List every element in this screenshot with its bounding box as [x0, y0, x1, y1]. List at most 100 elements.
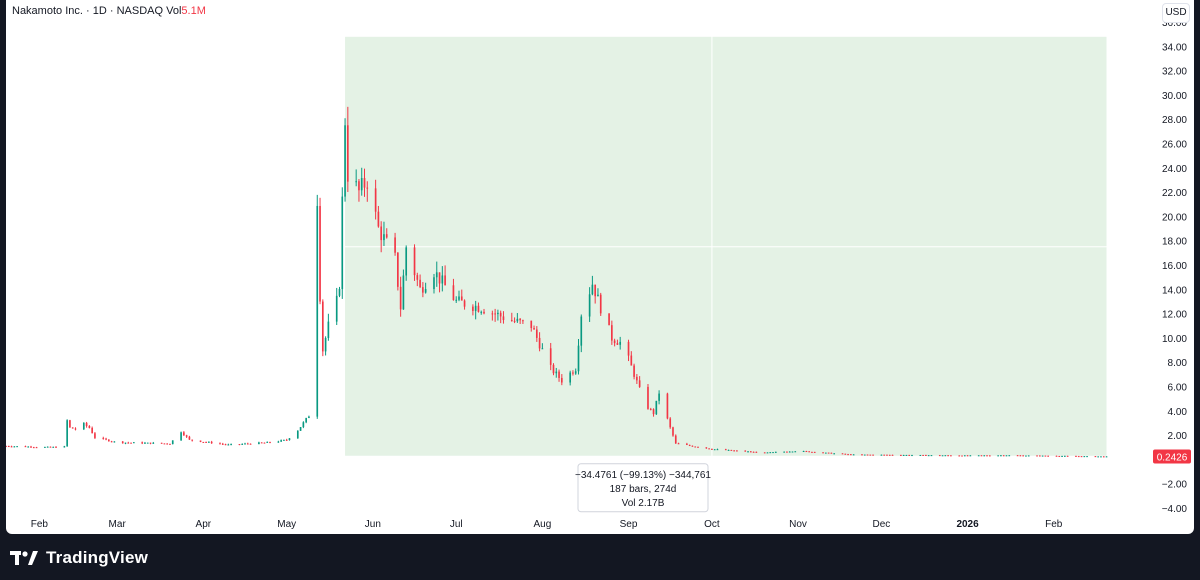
symbol-header: Nakamoto Inc. · 1D · NASDAQ Vol5.1M — [12, 5, 206, 17]
candle-body — [494, 313, 496, 315]
candle-body — [1008, 455, 1011, 457]
candle-body — [102, 437, 105, 439]
candle-body — [535, 329, 538, 338]
candle-body — [1100, 456, 1102, 458]
candle-body — [652, 409, 655, 415]
price-chart[interactable]: 36.00 34.00 32.00 30.00 28.00 26.00 24.00 22.00… — [6, 0, 1194, 534]
candle-body — [538, 337, 541, 349]
candle-body — [736, 450, 738, 452]
candle-body — [694, 446, 697, 448]
candle-body — [1105, 456, 1108, 458]
candle-body — [763, 452, 766, 454]
candle-body — [794, 451, 797, 453]
candle-body — [69, 420, 71, 428]
candle-body — [35, 447, 38, 449]
candle-body — [1025, 455, 1027, 457]
candle-body — [221, 443, 224, 445]
volume-value: 5.1M — [181, 5, 206, 17]
candle-body — [44, 446, 46, 448]
candle-body — [377, 211, 380, 227]
x-axis-tick-label: Dec — [873, 519, 891, 530]
candle-body — [869, 454, 872, 456]
candle-body — [202, 441, 205, 443]
tradingview-logo[interactable]: TradingView — [10, 544, 148, 572]
candle-body — [266, 441, 269, 443]
x-axis-tick-label: Aug — [533, 519, 551, 530]
candle-body — [788, 451, 791, 453]
candle-body — [13, 446, 16, 448]
y-axis-tick-label: 26.00 — [1162, 140, 1187, 151]
candle-body — [691, 445, 694, 447]
candle-body — [74, 428, 77, 430]
candle-body — [588, 294, 591, 317]
currency-button[interactable]: USD — [1162, 3, 1190, 23]
chart-panel[interactable]: 36.00 34.00 32.00 30.00 28.00 26.00 24.00 22.00… — [6, 0, 1194, 534]
candle-body — [911, 455, 913, 457]
y-axis-tick-label: 2.00 — [1168, 431, 1188, 442]
candle-body — [46, 446, 49, 448]
candle-body — [983, 455, 986, 457]
candle-body — [730, 449, 733, 451]
candle-body — [263, 442, 266, 444]
candle-body — [569, 372, 571, 383]
candle-body — [82, 422, 85, 430]
candle-body — [686, 443, 688, 445]
brand-name: TradingView — [46, 548, 149, 567]
candle-body — [107, 439, 110, 442]
measure-info-bg — [577, 463, 709, 513]
candle-body — [594, 284, 597, 297]
candle-body — [919, 454, 922, 456]
candle-body — [127, 442, 130, 444]
candle-body — [210, 441, 213, 444]
candle-body — [85, 422, 88, 426]
candle-body — [1077, 456, 1080, 458]
candle-body — [10, 446, 13, 448]
candle-body — [24, 446, 27, 448]
candle-body — [988, 455, 991, 457]
y-axis-tick-label: 18.00 — [1162, 237, 1187, 248]
candle-body — [733, 450, 735, 452]
measure-info-line: Vol 2.17B — [622, 498, 665, 509]
candle-body — [900, 454, 902, 456]
candle-body — [608, 313, 610, 326]
candle-body — [1002, 455, 1005, 457]
candle-body — [1039, 455, 1041, 457]
candle-body — [149, 442, 152, 444]
candle-body — [1044, 455, 1047, 457]
candle-body — [110, 441, 113, 443]
candle-body — [344, 125, 346, 197]
candle-body — [597, 294, 599, 297]
candle-body — [647, 386, 649, 409]
candle-body — [105, 438, 107, 440]
candle-body — [938, 455, 941, 457]
candle-body — [296, 430, 299, 439]
candle-body — [977, 455, 980, 457]
candle-body — [1016, 455, 1019, 457]
measure-info-line: −34.4761 (−99.13%) −344,761 — [575, 470, 711, 481]
exchange-label: NASDAQ — [116, 5, 164, 17]
candle-body — [463, 300, 466, 307]
candle-body — [522, 320, 524, 322]
y-axis-tick-label: 34.00 — [1162, 42, 1187, 53]
y-axis-tick-label: 6.00 — [1168, 383, 1188, 394]
candle-body — [533, 328, 535, 330]
candles-group — [6, 106, 1108, 458]
candle-body — [499, 312, 502, 317]
candle-body — [385, 234, 388, 238]
candle-body — [1075, 455, 1077, 457]
candle-body — [113, 441, 116, 443]
candle-body — [397, 252, 399, 287]
x-axis-tick-label: 2026 — [956, 519, 979, 530]
candle-body — [191, 439, 194, 441]
interval-label[interactable]: 1D — [92, 5, 107, 17]
candle-body — [319, 205, 321, 302]
candle-body — [472, 306, 474, 311]
candle-body — [1061, 455, 1063, 457]
candle-body — [208, 441, 210, 443]
candle-body — [716, 449, 719, 451]
candle-body — [6, 446, 7, 448]
symbol-title[interactable]: Nakamoto Inc. — [12, 5, 83, 17]
candle-body — [27, 446, 30, 448]
candle-body — [888, 454, 891, 456]
candle-body — [827, 452, 830, 454]
